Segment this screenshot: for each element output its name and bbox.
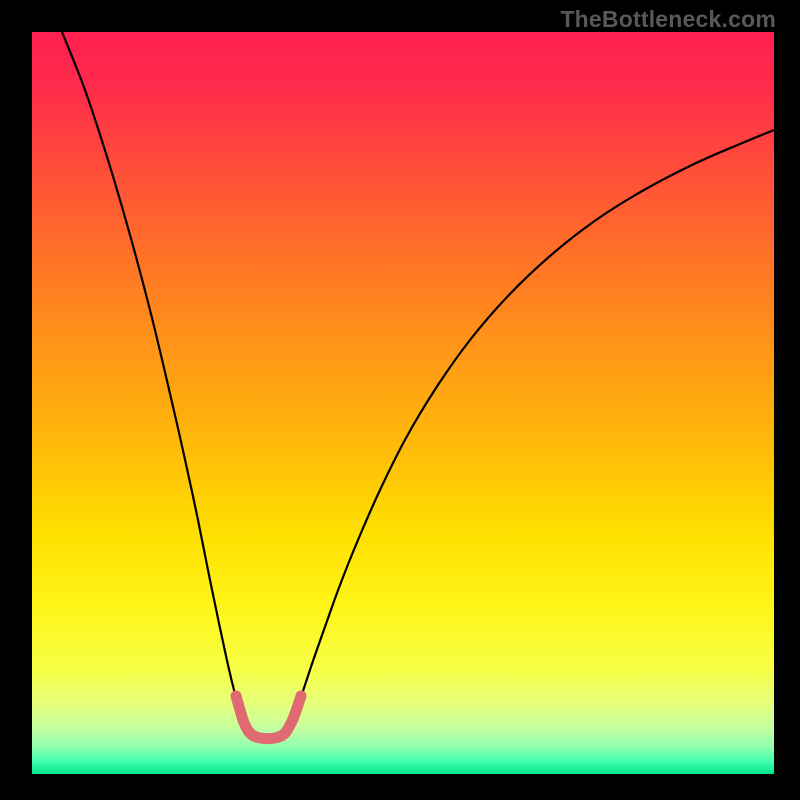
- optimal-range-marker: [292, 703, 303, 714]
- bottleneck-curve: [62, 32, 774, 739]
- optimal-range-marker: [288, 714, 299, 725]
- optimal-range-marker: [231, 691, 242, 702]
- watermark-text: TheBottleneck.com: [560, 6, 776, 33]
- chart-container: TheBottleneck.com: [0, 0, 800, 800]
- curve-layer: [0, 0, 800, 800]
- optimal-range-marker: [296, 691, 307, 702]
- optimal-range-marker: [235, 705, 246, 716]
